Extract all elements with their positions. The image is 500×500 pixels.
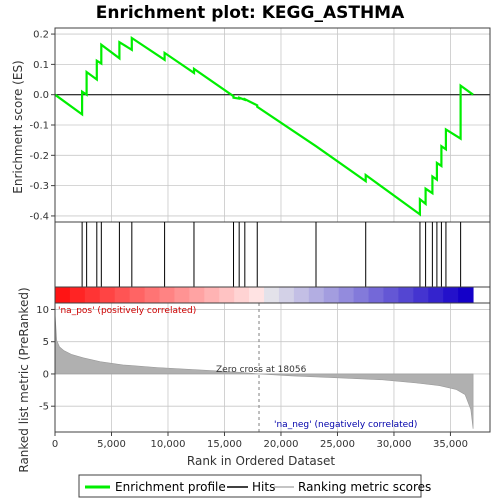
heatmap-segment: [278, 287, 295, 303]
es-tick-label: -0.2: [29, 151, 49, 162]
heatmap-segment: [84, 287, 101, 303]
heatmap-segment: [428, 287, 444, 303]
heatmap-segment: [458, 287, 474, 303]
heatmap-segment: [99, 287, 116, 303]
heatmap-segment: [383, 287, 399, 303]
zero-cross-label: Zero cross at 18056: [216, 365, 307, 375]
heatmap-segment: [69, 287, 86, 303]
x-tick-label: 0: [52, 439, 58, 450]
heatmap-segment: [398, 287, 414, 303]
negative-correlation-label: 'na_neg' (negatively correlated): [274, 420, 417, 430]
x-tick-label: 10,000: [150, 439, 185, 450]
heatmap-segment: [323, 287, 340, 303]
heatmap-segment: [413, 287, 429, 303]
metric-frame: [54, 302, 491, 433]
legend-es-label: Enrichment profile: [115, 480, 226, 494]
heatmap-segment: [159, 287, 175, 303]
heatmap-segment: [443, 287, 459, 303]
axes-labels: 0.2 0.1 0.0 -0.1 -0.2 -0.3 -0.4 10 5 0 -5 0 5,000 10,…: [29, 30, 467, 450]
heatmap-segment: [353, 287, 370, 303]
es-tick-label: -0.4: [29, 211, 49, 222]
x-tick-label: 25,000: [320, 439, 355, 450]
hits-panel: [54, 221, 491, 288]
legend-box: [78, 474, 422, 498]
heatmap-segment: [264, 287, 280, 303]
ranking-heatmap-bar: [54, 286, 491, 304]
positive-correlation-label: 'na_pos' (positively correlated): [58, 306, 196, 316]
heatmap-segment: [189, 287, 205, 303]
hits-frame: [54, 221, 491, 288]
metric-tick-label: 0: [43, 369, 49, 380]
legend: Enrichment profile Hits Ranking metric s…: [78, 474, 431, 498]
heatmap-segment: [234, 287, 250, 303]
es-axis-label: Enrichment score (ES): [11, 60, 25, 193]
es-tick-label: -0.3: [29, 181, 49, 192]
x-tick-label: 35,000: [433, 439, 468, 450]
enrichment-score-panel: [54, 27, 491, 223]
chart-title: Enrichment plot: KEGG_ASTHMA: [96, 3, 405, 23]
ranked-metric-panel: [54, 302, 491, 433]
heatmap-segment: [338, 287, 355, 303]
heatmap-segment: [249, 287, 265, 303]
heatmap-segment: [114, 287, 131, 303]
es-tick-label: 0.2: [33, 30, 49, 41]
heatmap-segment: [293, 287, 310, 303]
heatmap-segment: [174, 287, 190, 303]
heatmap-segment: [204, 287, 220, 303]
ranking-metric-area: [54, 312, 474, 429]
metric-tick-label: 10: [36, 305, 49, 316]
heatmap-segment: [144, 287, 161, 303]
metric-tick-label: -5: [39, 402, 49, 413]
legend-hits-label: Hits: [252, 480, 275, 494]
heatmap-segment: [368, 287, 384, 303]
metric-tick-label: 5: [43, 337, 49, 348]
metric-axis-label: Ranked list metric (PreRanked): [17, 287, 31, 472]
x-tick-label: 30,000: [376, 439, 411, 450]
es-tick-label: -0.1: [29, 121, 49, 132]
legend-metric-label: Ranking metric scores: [298, 480, 431, 494]
heatmap-segment: [219, 287, 235, 303]
heatmap-segment: [308, 287, 325, 303]
es-tick-label: 0.0: [33, 90, 49, 101]
x-tick-label: 20,000: [263, 439, 298, 450]
heatmap-segment: [129, 287, 146, 303]
x-tick-label: 15,000: [207, 439, 242, 450]
x-axis-label: Rank in Ordered Dataset: [187, 454, 335, 468]
enrichment-profile-line: [54, 35, 474, 217]
es-tick-label: 0.1: [33, 60, 49, 71]
heatmap-segment: [55, 287, 71, 303]
x-tick-label: 5,000: [97, 439, 126, 450]
